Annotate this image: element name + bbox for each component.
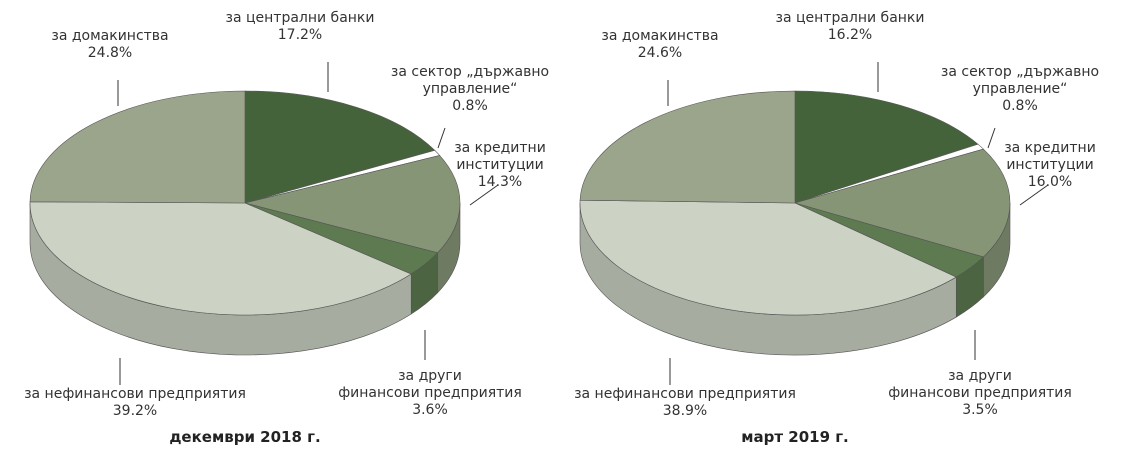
slice bbox=[794, 90, 979, 204]
leader-line bbox=[987, 127, 996, 149]
value-label: 14.3% bbox=[477, 174, 523, 190]
slice bbox=[579, 199, 957, 316]
leader-line bbox=[469, 184, 499, 206]
value-label: 0.8% bbox=[452, 98, 488, 114]
leader-line bbox=[1019, 184, 1049, 206]
slice-label: за сектор „държавно управление“ bbox=[940, 64, 1100, 97]
value-label: 38.9% bbox=[662, 403, 708, 419]
slice-label: за нефинансови предприятия bbox=[24, 386, 246, 402]
chart-title: декември 2018 г. bbox=[169, 428, 321, 446]
slice-label: за сектор „държавно управление“ bbox=[390, 64, 550, 97]
slice-label: за кредитни институции bbox=[1004, 140, 1096, 173]
slice-label: за домакинства bbox=[51, 28, 169, 44]
slice bbox=[793, 148, 1011, 258]
slice-label: за нефинансови предприятия bbox=[574, 386, 796, 402]
slice-label: за централни банки bbox=[775, 10, 925, 26]
value-label: 24.6% bbox=[637, 45, 683, 61]
slice-label: за домакинства bbox=[601, 28, 719, 44]
slice-label: за централни банки bbox=[225, 10, 375, 26]
value-label: 24.8% bbox=[87, 45, 133, 61]
slice-label: за други финансови предприятия bbox=[888, 368, 1072, 401]
value-label: 3.6% bbox=[412, 402, 448, 418]
value-label: 0.8% bbox=[1002, 98, 1038, 114]
slice bbox=[29, 90, 246, 204]
value-label: 39.2% bbox=[112, 403, 158, 419]
chart-title: март 2019 г. bbox=[741, 428, 849, 446]
slice bbox=[29, 201, 412, 316]
slice bbox=[244, 90, 436, 204]
leader-line bbox=[437, 127, 446, 149]
slice-label: за други финансови предприятия bbox=[338, 368, 522, 401]
slice-label: за кредитни институции bbox=[454, 140, 546, 173]
value-label: 17.2% bbox=[277, 27, 323, 43]
slice bbox=[244, 155, 461, 254]
value-label: 3.5% bbox=[962, 402, 998, 418]
slice bbox=[579, 90, 796, 204]
value-label: 16.0% bbox=[1027, 174, 1073, 190]
value-label: 16.2% bbox=[827, 27, 873, 43]
